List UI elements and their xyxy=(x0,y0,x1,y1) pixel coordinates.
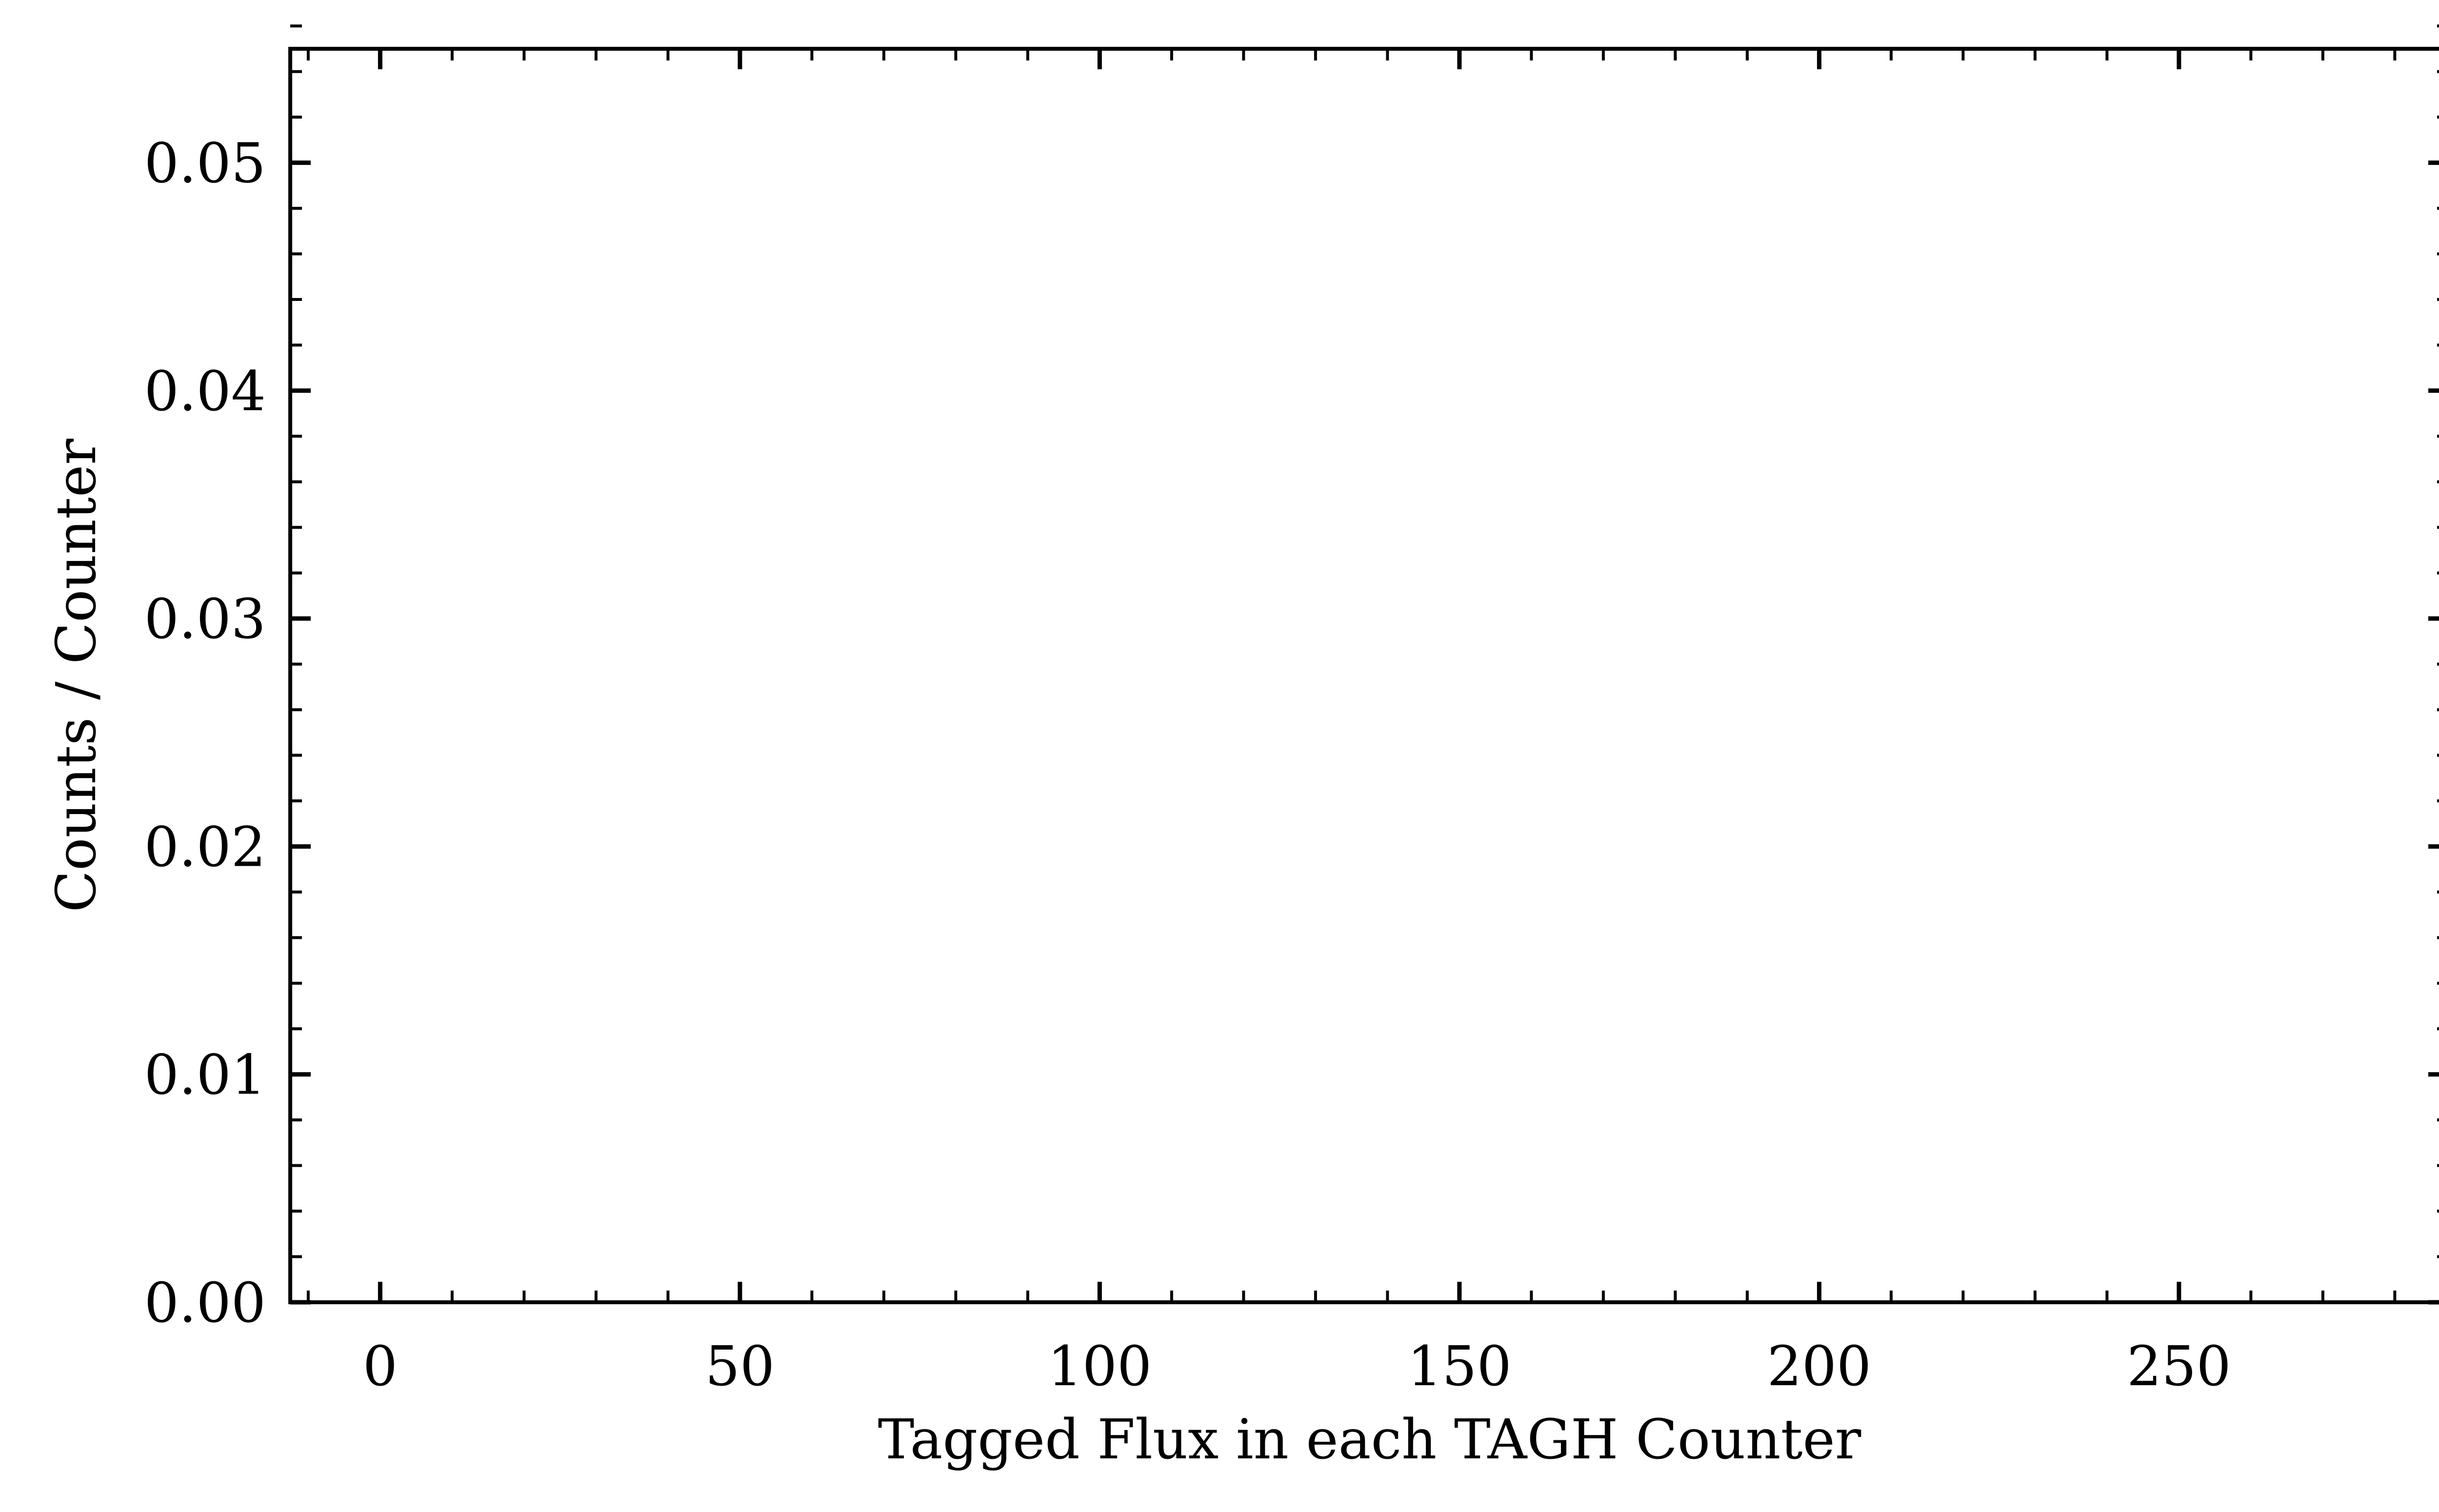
y-axis-label: Counts / Counter xyxy=(45,438,108,912)
x-tick-label: 250 xyxy=(2127,1335,2231,1398)
tick-labels-layer: 0 50 100 150 200 250 0.00 0.01 0.02 0.03 0.04 0.05 xyxy=(144,132,2231,1398)
y-tick-label: 0.05 xyxy=(144,132,266,196)
x-tick-label: 150 xyxy=(1407,1335,1512,1398)
x-tick-label: 0 xyxy=(363,1335,398,1398)
x-axis-label: Tagged Flux in each TAGH Counter xyxy=(878,1408,1861,1472)
y-tick-label: 0.03 xyxy=(144,588,266,651)
plot-frame xyxy=(288,47,2439,1304)
y-tick-label: 0.01 xyxy=(144,1044,266,1107)
plot-area xyxy=(288,47,2439,1304)
y-tick-label: 0.02 xyxy=(144,816,266,879)
x-tick-label: 50 xyxy=(705,1335,775,1398)
y-tick-label: 0.00 xyxy=(144,1272,266,1335)
y-tick-label: 0.04 xyxy=(144,360,266,423)
x-tick-label: 100 xyxy=(1047,1335,1152,1398)
x-tick-label: 200 xyxy=(1767,1335,1871,1398)
ticks-layer xyxy=(290,24,2439,1305)
